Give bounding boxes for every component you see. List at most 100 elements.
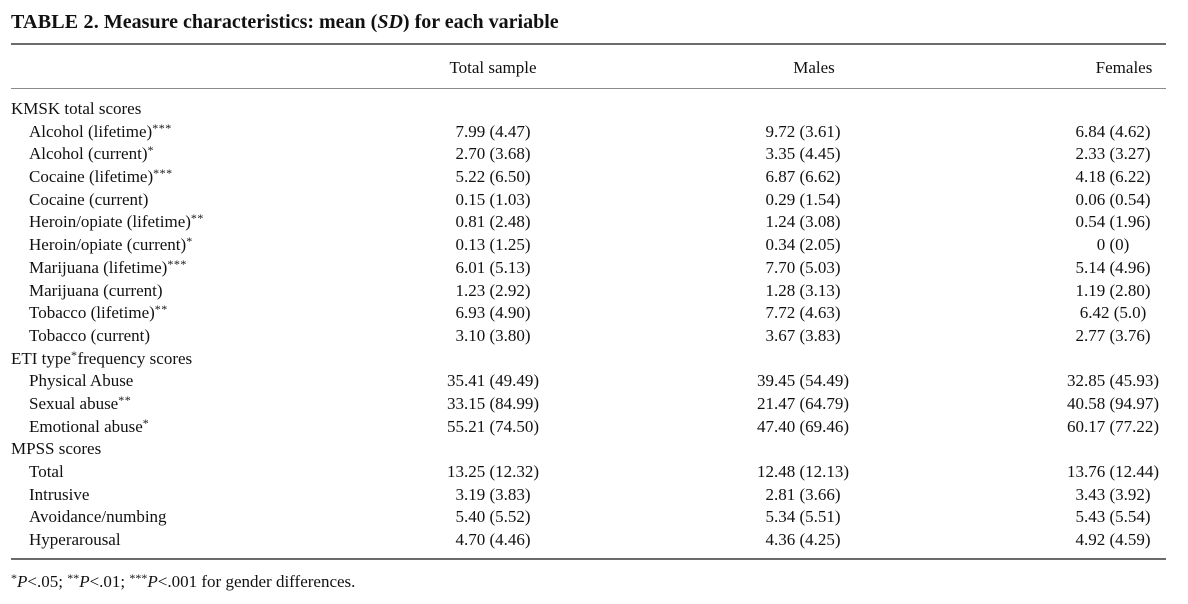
table-row: Marijuana (current) 1.23 (2.92) 1.28 (3.13…	[11, 280, 1171, 303]
footnote-p-symbol: P	[147, 572, 158, 591]
row-label: Alcohol (lifetime)***	[29, 121, 172, 145]
section-label: MPSS scores	[11, 438, 101, 461]
footnote-text: <.01;	[89, 572, 130, 591]
row-label-text: Alcohol (current)	[29, 144, 148, 164]
cell-value: 5.43 (5.54)	[1075, 507, 1151, 527]
row-label: Total	[29, 461, 64, 484]
row-label: Avoidance/numbing	[29, 506, 167, 529]
section-header-row: KMSK total scores	[11, 98, 1171, 121]
top-rule	[11, 43, 1166, 45]
cell-value: 1.19 (2.80)	[1075, 280, 1151, 300]
table-row: Tobacco (lifetime)** 6.93 (4.90) 7.72 (4.6…	[11, 302, 1171, 325]
cell-value: 4.92 (4.59)	[1075, 530, 1151, 550]
cell-value: 2.70 (3.68)	[455, 144, 531, 164]
cell-value: 1.23 (2.92)	[455, 280, 531, 300]
title-italic: SD	[377, 11, 403, 33]
table-row: Heroin/opiate (lifetime)** 0.81 (2.48) 1.2…	[11, 211, 1171, 234]
cell-value: 7.70 (5.03)	[765, 257, 841, 277]
significance-marker: *	[147, 143, 154, 158]
significance-marker: ***	[153, 166, 173, 181]
row-label: Physical Abuse	[29, 370, 133, 393]
significance-marker: ***	[152, 120, 172, 135]
footnote-text: <.05;	[27, 572, 68, 591]
table-body: KMSK total scores Alcohol (lifetime)*** 7.…	[11, 98, 1171, 552]
row-label-text: Marijuana (lifetime)	[29, 257, 168, 277]
title-post: ) for each variable	[402, 11, 559, 33]
table-row: Cocaine (current) 0.15 (1.03) 0.29 (1.54) 0…	[11, 189, 1171, 212]
table-row: Cocaine (lifetime)*** 5.22 (6.50) 6.87 (6.…	[11, 166, 1171, 189]
cell-value: 4.36 (4.25)	[765, 530, 841, 550]
footnote-marker: **	[67, 571, 80, 585]
bottom-rule	[11, 558, 1166, 560]
cell-value: 6.84 (4.62)	[1075, 121, 1151, 141]
table-row: Alcohol (current)* 2.70 (3.68) 3.35 (4.45)…	[11, 143, 1171, 166]
row-label-text: Alcohol (lifetime)	[29, 121, 153, 141]
table-row: Total 13.25 (12.32) 12.48 (12.13) 13.76 (12…	[11, 461, 1171, 484]
footnote-marker: ***	[129, 571, 148, 585]
cell-value: 0.34 (2.05)	[765, 235, 841, 255]
row-label: Heroin/opiate (current)*	[29, 234, 193, 258]
cell-value: 4.70 (4.46)	[455, 530, 531, 550]
cell-value: 3.35 (4.45)	[765, 144, 841, 164]
cell-value: 2.77 (3.76)	[1075, 325, 1151, 345]
row-label-text: Emotional abuse	[29, 416, 143, 436]
cell-value: 21.47 (64.79)	[756, 393, 850, 413]
cell-value: 40.58 (94.97)	[1066, 393, 1160, 413]
cell-value: 55.21 (74.50)	[446, 416, 540, 436]
cell-value: 13.25 (12.32)	[446, 462, 540, 481]
row-label-text: Heroin/opiate (current)	[29, 235, 187, 255]
row-label: Alcohol (current)*	[29, 143, 154, 167]
significance-marker: *	[186, 234, 193, 249]
cell-value: 0.29 (1.54)	[765, 189, 841, 209]
cell-value: 9.72 (3.61)	[765, 121, 841, 141]
significance-marker: *	[142, 415, 150, 430]
footnote-text: <.001 for gender differences.	[157, 572, 356, 591]
row-label-text: Avoidance/numbing	[29, 507, 167, 527]
row-label-suffix: frequency scores	[77, 348, 193, 368]
table-row: Hyperarousal 4.70 (4.46) 4.36 (4.25) 4.92 (…	[11, 529, 1171, 552]
cell-value: 33.15 (84.99)	[446, 393, 540, 413]
table-row: Heroin/opiate (current)* 0.13 (1.25) 0.34 …	[11, 234, 1171, 257]
row-label-text: Intrusive	[29, 484, 90, 504]
cell-value: 13.76 (12.44)	[1066, 462, 1160, 481]
cell-value: 0.06 (0.54)	[1075, 189, 1151, 209]
table-row: Emotional abuse* 55.21 (74.50) 47.40 (69.4…	[11, 416, 1171, 439]
cell-value: 0.15 (1.03)	[455, 189, 531, 209]
row-label-text: MPSS scores	[11, 439, 102, 459]
row-label-text: Tobacco (current)	[29, 325, 151, 345]
table-row: Sexual abuse** 33.15 (84.99) 21.47 (64.79)…	[11, 393, 1171, 416]
cell-value: 3.10 (3.80)	[455, 325, 531, 345]
table-row: Marijuana (lifetime)*** 6.01 (5.13) 7.70 (…	[11, 257, 1171, 280]
cell-value: 3.19 (3.83)	[455, 484, 531, 504]
cell-value: 3.67 (3.83)	[765, 325, 841, 345]
significance-marker: *	[70, 347, 78, 362]
footnote-p-symbol: P	[17, 572, 28, 591]
significance-marker: **	[154, 302, 168, 317]
cell-value: 12.48 (12.13)	[756, 462, 850, 481]
table-row: Tobacco (current) 3.10 (3.80) 3.67 (3.83) 2…	[11, 325, 1171, 348]
row-label: Sexual abuse**	[29, 393, 131, 417]
cell-value: 4.18 (6.22)	[1075, 167, 1151, 187]
row-label-text: Cocaine (current)	[29, 189, 149, 209]
footnote-p-symbol: P	[79, 572, 90, 591]
table-row: Avoidance/numbing 5.40 (5.52) 5.34 (5.51) 5…	[11, 506, 1171, 529]
row-label-text: Heroin/opiate (lifetime)	[29, 212, 191, 232]
cell-value: 0.13 (1.25)	[455, 235, 531, 255]
row-label: Heroin/opiate (lifetime)**	[29, 211, 204, 235]
significance-marker: **	[190, 211, 204, 226]
cell-value: 5.14 (4.96)	[1075, 257, 1151, 277]
cell-value: 0.54 (1.96)	[1075, 212, 1151, 232]
cell-value: 3.43 (3.92)	[1075, 484, 1151, 504]
row-label: Hyperarousal	[29, 529, 121, 552]
section-label: ETI type*frequency scores	[11, 348, 192, 372]
cell-value: 5.22 (6.50)	[455, 167, 531, 187]
cell-value: 1.24 (3.08)	[765, 212, 841, 232]
table-caption: TABLE 2. Measure characteristics: mean (…	[11, 9, 559, 35]
table-row: Physical Abuse 35.41 (49.49) 39.45 (54.49)…	[11, 370, 1171, 393]
cell-value: 0 (0)	[1096, 235, 1130, 255]
row-label-text: Physical Abuse	[29, 371, 134, 391]
cell-value: 6.93 (4.90)	[455, 303, 531, 323]
significance-marker: **	[118, 392, 132, 407]
row-label: Tobacco (lifetime)**	[29, 302, 168, 326]
cell-value: 6.87 (6.62)	[765, 167, 841, 187]
